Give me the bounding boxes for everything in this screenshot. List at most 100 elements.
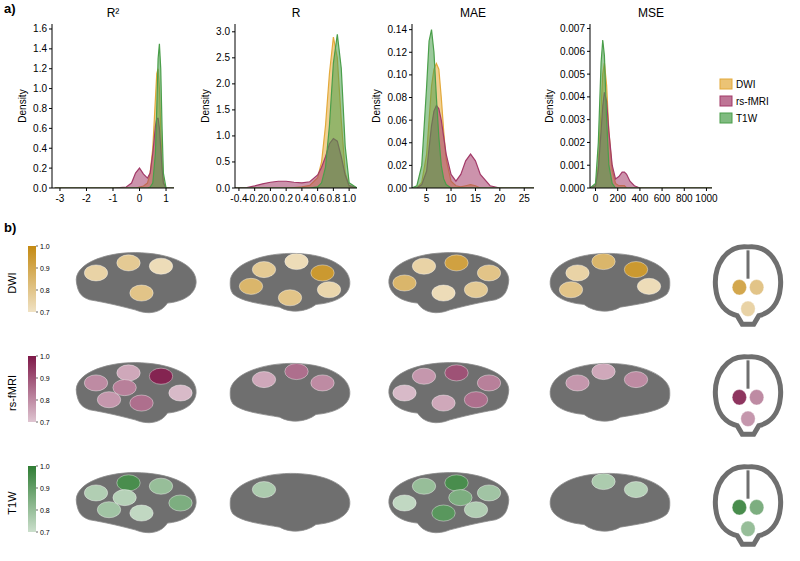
region-group	[84, 475, 192, 521]
region	[113, 490, 136, 506]
x-tick-label: 800	[676, 193, 693, 204]
y-tick-label: 0.04	[388, 137, 408, 148]
region	[732, 390, 746, 405]
brain-surface	[550, 363, 670, 421]
y-tick-label: 0.001	[560, 160, 585, 171]
region	[749, 390, 763, 405]
x-axis	[590, 188, 712, 189]
colorbar-tick	[36, 290, 38, 291]
region	[393, 385, 416, 401]
row-label: rs-fMRI	[6, 375, 18, 411]
y-tick	[49, 188, 52, 189]
brain-surface	[230, 363, 350, 421]
legend-label: rs-fMRI	[736, 96, 769, 107]
density-line	[412, 30, 534, 188]
x-tick	[238, 188, 239, 191]
region	[741, 411, 755, 426]
x-tick-label: 200	[609, 193, 626, 204]
y-tick	[49, 148, 52, 149]
y-tick	[587, 96, 590, 97]
panel-label: b)	[4, 220, 16, 235]
y-tick	[409, 188, 412, 189]
region	[393, 275, 416, 291]
region	[149, 258, 172, 274]
brain-surface	[389, 473, 509, 533]
y-tick	[232, 135, 235, 136]
region	[311, 265, 334, 281]
region	[169, 495, 192, 511]
y-tick-label: 1.0	[33, 83, 47, 94]
y-tick	[409, 29, 412, 30]
colorbar-tick-label: 1.0	[40, 243, 50, 250]
y-tick	[587, 28, 590, 29]
density-line	[590, 40, 712, 188]
x-tick	[639, 188, 640, 191]
y-tick-label: 0.5	[216, 156, 230, 167]
x-tick-label: 1.0	[342, 193, 356, 204]
y-tick	[587, 51, 590, 52]
x-tick-label: 25	[519, 193, 531, 204]
y-tick-label: 0.02	[388, 160, 408, 171]
region	[445, 475, 468, 491]
region	[566, 375, 589, 391]
region-group	[566, 363, 648, 391]
colorbar-tick-label: 1.0	[40, 353, 50, 360]
region	[317, 282, 340, 298]
x-tick	[270, 188, 271, 191]
colorbar-tick	[36, 312, 38, 313]
y-tick	[587, 142, 590, 143]
brain-surface	[76, 363, 196, 423]
y-tick	[587, 188, 590, 189]
y-tick-label: 2.5	[216, 52, 230, 63]
x-tick	[706, 188, 707, 191]
x-tick	[59, 188, 60, 191]
y-tick-label: 0.14	[388, 24, 408, 35]
region	[149, 368, 172, 384]
brain-coronal	[715, 467, 780, 545]
y-tick-label: 0.6	[33, 123, 47, 134]
region	[477, 265, 500, 281]
region-group	[732, 280, 764, 317]
colorbar-tick-label: 0.8	[40, 287, 50, 294]
colorbar-tick	[36, 400, 38, 401]
region-group	[84, 365, 192, 411]
x-tick	[524, 188, 525, 191]
colorbar-tick	[36, 532, 38, 533]
region	[113, 380, 136, 396]
y-axis-title: Density	[544, 89, 555, 122]
y-tick-label: 0.8	[33, 103, 47, 114]
region	[624, 482, 647, 498]
y-tick	[49, 88, 52, 89]
brain-surface	[76, 253, 196, 313]
region	[464, 392, 487, 408]
x-tick-label: -1	[109, 193, 118, 204]
panel-label: a)	[4, 1, 16, 16]
region	[464, 282, 487, 298]
region	[169, 385, 192, 401]
chart-title: R	[292, 6, 301, 20]
y-tick-label: 0.08	[388, 92, 408, 103]
x-tick-label: 0	[593, 193, 599, 204]
brain-surface	[389, 253, 509, 313]
y-tick-label: 1.6	[33, 23, 47, 34]
brain-surface	[76, 473, 196, 533]
region	[732, 280, 746, 295]
region	[130, 285, 153, 301]
density-area	[590, 40, 712, 188]
brain-coronal	[715, 357, 780, 435]
region	[130, 395, 153, 411]
region-group	[732, 390, 764, 427]
region	[477, 375, 500, 391]
y-axis-title: Density	[371, 89, 382, 122]
y-tick-label: 0.003	[560, 114, 585, 125]
colorbar-tick	[36, 246, 38, 247]
chart-title: MAE	[460, 6, 486, 20]
y-tick	[49, 68, 52, 69]
region-group	[393, 475, 501, 521]
region	[559, 282, 582, 298]
x-tick	[595, 188, 596, 191]
x-axis	[412, 188, 534, 189]
region	[285, 363, 308, 379]
y-tick	[409, 165, 412, 166]
y-tick-label: 0.12	[388, 47, 408, 58]
